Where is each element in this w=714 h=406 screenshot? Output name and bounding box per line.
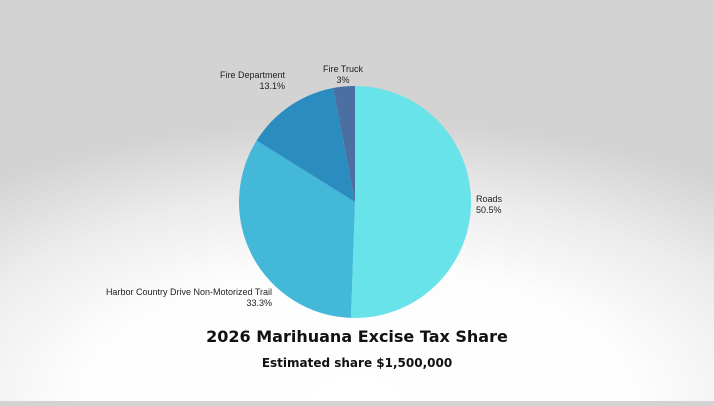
chart-title: 2026 Marihuana Excise Tax Share bbox=[206, 327, 508, 346]
pie-slice-fire-truck bbox=[333, 86, 355, 202]
slice-label-fire-truck: Fire Truck bbox=[323, 64, 364, 74]
pie-slice-roads bbox=[350, 86, 472, 318]
slice-value-harbor-country-drive-non-motorized-trail: 33.3% bbox=[246, 298, 272, 308]
slice-value-fire-truck: 3% bbox=[336, 75, 349, 85]
chart-subtitle: Estimated share $1,500,000 bbox=[261, 356, 453, 370]
pie-slice-harbor-country-drive-non-motorized-trail bbox=[239, 140, 355, 318]
slice-label-roads: Roads bbox=[476, 194, 503, 204]
pie-slice-fire-department bbox=[256, 88, 355, 202]
slice-label-harbor-country-drive-non-motorized-trail: Harbor Country Drive Non-Motorized Trail bbox=[106, 287, 272, 297]
slice-value-roads: 50.5% bbox=[476, 205, 502, 215]
slice-label-fire-department: Fire Department bbox=[220, 70, 286, 80]
slice-value-fire-department: 13.1% bbox=[259, 81, 285, 91]
